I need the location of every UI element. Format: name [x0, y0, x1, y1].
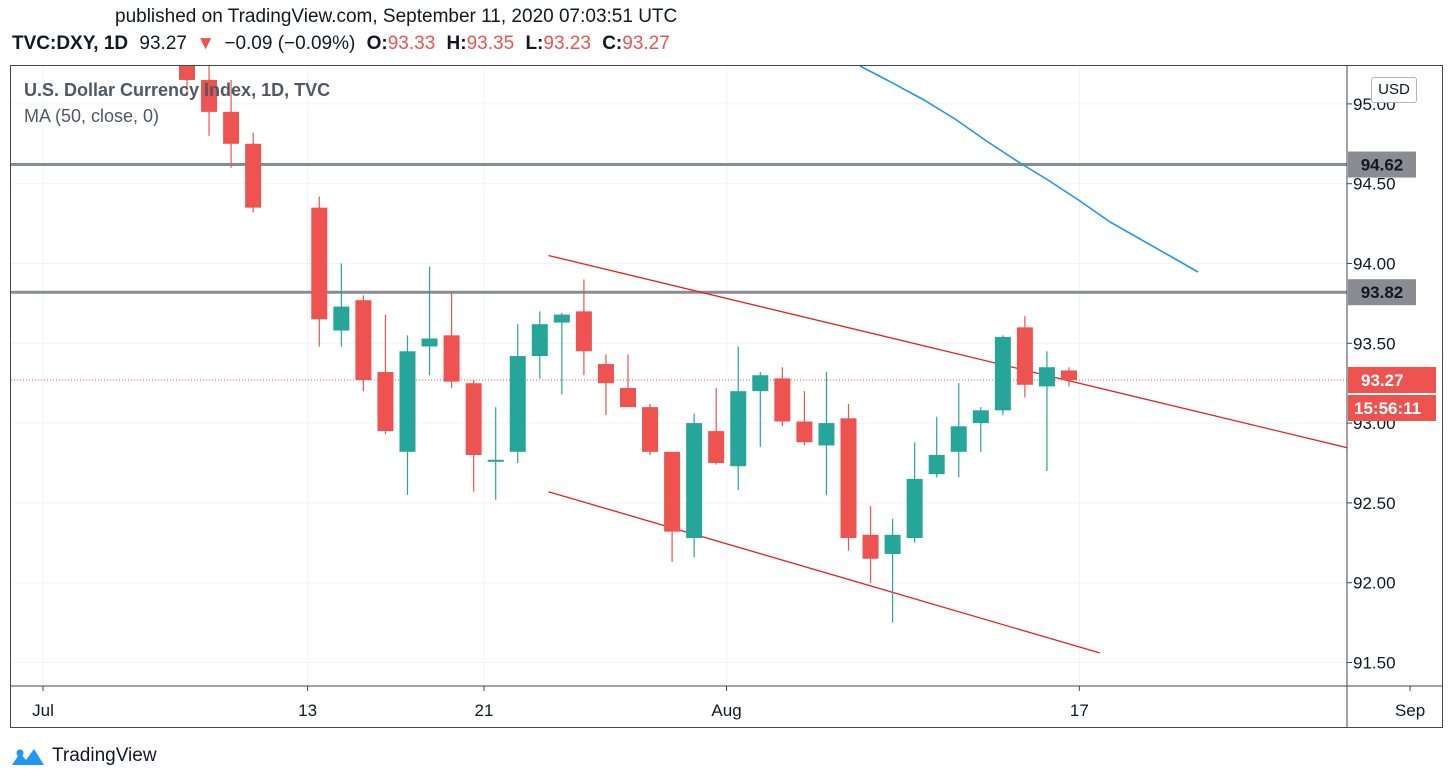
channel-trend-line: [548, 491, 1100, 654]
moving-average-line: [859, 66, 1199, 273]
channel-trend-line: [548, 254, 1347, 449]
tradingview-logo-icon: [12, 749, 44, 765]
last-price-label-bg: [1348, 367, 1436, 394]
published-caption: published on TradingView.com, September …: [115, 6, 678, 27]
y-tick-label: 92.50: [1353, 494, 1396, 513]
down-arrow-icon: ▼: [196, 33, 216, 54]
candle-body: [575, 311, 592, 352]
high-label: H:: [446, 33, 467, 54]
candle-body: [531, 324, 548, 357]
plot-area: [11, 66, 1347, 686]
candle-body: [597, 364, 614, 384]
low-value: 93.23: [543, 33, 591, 54]
candle-body: [179, 66, 195, 80]
candle-body: [994, 336, 1011, 411]
candle-body: [708, 431, 725, 463]
candle-body: [686, 423, 703, 539]
candle-body: [642, 407, 659, 452]
level-price-label: 94.62: [1361, 156, 1404, 175]
level-price-label-bg: [1348, 279, 1416, 306]
y-tick-label: 93.50: [1353, 334, 1396, 353]
candle-body: [774, 378, 791, 422]
y-tick-label: 92.00: [1353, 574, 1396, 593]
symbol-label: TVC:DXY, 1D: [12, 33, 129, 54]
countdown-label-bg: [1348, 395, 1436, 422]
candle-body: [950, 426, 967, 452]
candle-body: [245, 143, 262, 208]
series-legend: U.S. Dollar Currency Index, 1D, TVC: [24, 80, 331, 100]
candle-body: [620, 387, 636, 408]
indicator-legend[interactable]: MA (50, close, 0): [24, 106, 160, 126]
x-tick-label: 13: [298, 701, 317, 720]
y-tick-label: 91.50: [1353, 654, 1396, 673]
candle-body: [421, 338, 438, 347]
candle-body: [311, 207, 328, 320]
candle-body: [818, 423, 835, 446]
countdown-label: 15:56:11: [1354, 399, 1421, 418]
x-tick-label: Sep: [1395, 701, 1425, 720]
level-price-label-bg: [1348, 151, 1416, 178]
candle-body: [201, 79, 218, 112]
candle-body: [752, 375, 769, 392]
candle-body: [840, 418, 857, 539]
price-change: −0.09 (−0.09%): [224, 33, 356, 54]
candle-body: [355, 300, 372, 381]
last-price-label: 93.27: [1361, 371, 1404, 390]
candle-body: [377, 372, 394, 432]
candle-body: [884, 534, 901, 554]
candle-body: [1038, 367, 1055, 387]
last-price: 93.27: [139, 33, 187, 54]
candle-body: [465, 383, 482, 456]
level-price-label: 93.82: [1361, 283, 1404, 302]
x-tick-label: Jul: [32, 701, 54, 720]
candle-body: [223, 111, 240, 144]
ohlc-bar: TVC:DXY, 1D 93.27 ▼ −0.09 (−0.09%) O:93.…: [12, 33, 670, 55]
high-value: 93.35: [466, 33, 515, 54]
x-tick-label: Aug: [711, 701, 741, 720]
close-value: 93.27: [622, 33, 670, 54]
candle-body: [928, 455, 945, 475]
candle-body: [906, 478, 923, 539]
candle-body: [487, 459, 504, 462]
candle-body: [443, 335, 460, 382]
candle-body: [730, 391, 747, 467]
candle-body: [862, 534, 879, 559]
y-tick-label: 94.50: [1353, 175, 1396, 194]
candle-body: [664, 451, 681, 532]
close-label: C:: [602, 33, 623, 54]
candle-body: [509, 356, 526, 452]
candle-body: [1016, 327, 1033, 385]
low-label: L:: [525, 33, 544, 54]
open-label: O:: [366, 33, 388, 54]
candle-body: [399, 351, 416, 452]
y-tick-label: 94.00: [1353, 255, 1396, 274]
chart-frame: [10, 65, 1443, 728]
currency-button[interactable]: USD: [1371, 77, 1417, 103]
x-tick-label: 17: [1070, 701, 1089, 720]
candle-body: [333, 306, 350, 331]
candle-body: [796, 421, 813, 443]
open-value: 93.33: [387, 33, 436, 54]
footer: TradingView: [10, 743, 157, 769]
x-tick-label: 21: [475, 701, 494, 720]
candle-body: [553, 314, 570, 323]
candle-body: [1061, 370, 1077, 381]
brand-label: TradingView: [52, 745, 157, 766]
candle-body: [972, 410, 989, 424]
